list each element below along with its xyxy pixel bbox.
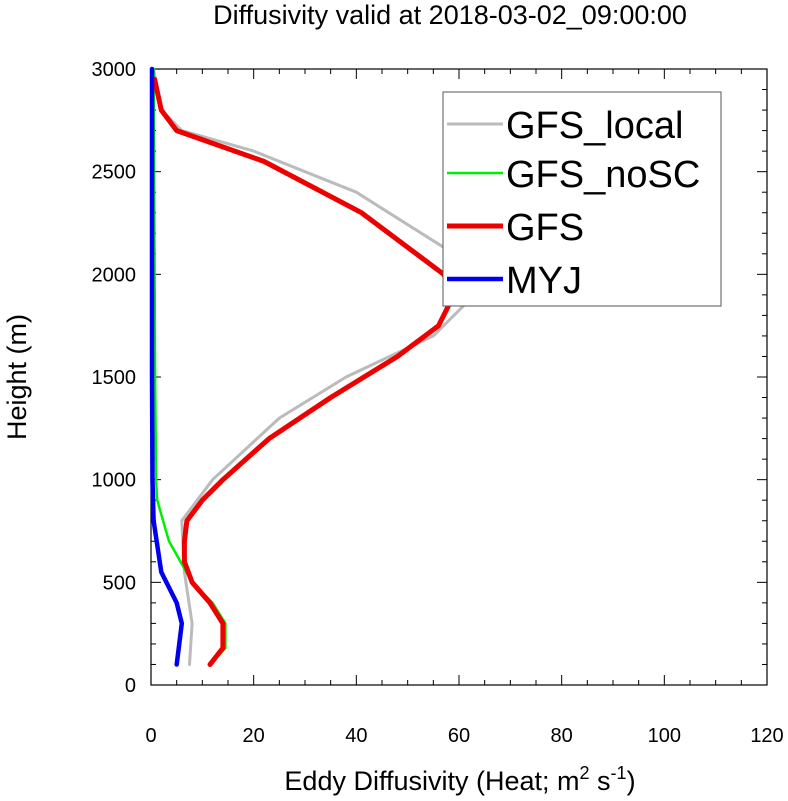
y-tick-label: 2000 (92, 264, 137, 286)
x-tick-label: 80 (551, 725, 573, 747)
x-tick-label: 100 (648, 725, 681, 747)
legend: GFS_local GFS_noSC GFS MYJ (442, 91, 722, 307)
x-axis-label: Eddy Diffusivity (Heat; m2 s-1) (284, 763, 635, 796)
x-tick-label: 120 (750, 725, 783, 747)
legend-label-gfs: GFS (506, 207, 584, 249)
series-lines (149, 66, 476, 667)
x-tick-label: 20 (243, 725, 265, 747)
x-tick-label: 40 (345, 725, 367, 747)
legend-box (442, 91, 722, 307)
legend-label-myj: MYJ (506, 260, 582, 302)
series-line-gfs-local (152, 67, 476, 666)
y-tick-label: 500 (103, 572, 136, 594)
series-line-myj (149, 66, 185, 667)
y-axis-label: Height (m) (2, 314, 32, 440)
x-tick-label: 0 (145, 725, 156, 747)
legend-label-gfs-local: GFS_local (506, 105, 683, 147)
series-line-gfs (152, 76, 457, 667)
y-tick-label: 1500 (92, 367, 137, 389)
y-tick-label: 1000 (92, 470, 137, 492)
chart-title: Diffusivity valid at 2018-03-02_09:00:00 (213, 0, 687, 30)
y-tick-label: 2500 (92, 162, 137, 184)
legend-label-gfs-nosc: GFS_noSC (506, 154, 700, 196)
x-tick-label: 60 (448, 725, 470, 747)
tick-labels: 0 20 40 60 80 100 120 0 500 1000 1500 2000 2500 3000 (92, 59, 784, 747)
y-tick-label: 0 (125, 675, 136, 697)
y-tick-label: 3000 (92, 59, 137, 81)
